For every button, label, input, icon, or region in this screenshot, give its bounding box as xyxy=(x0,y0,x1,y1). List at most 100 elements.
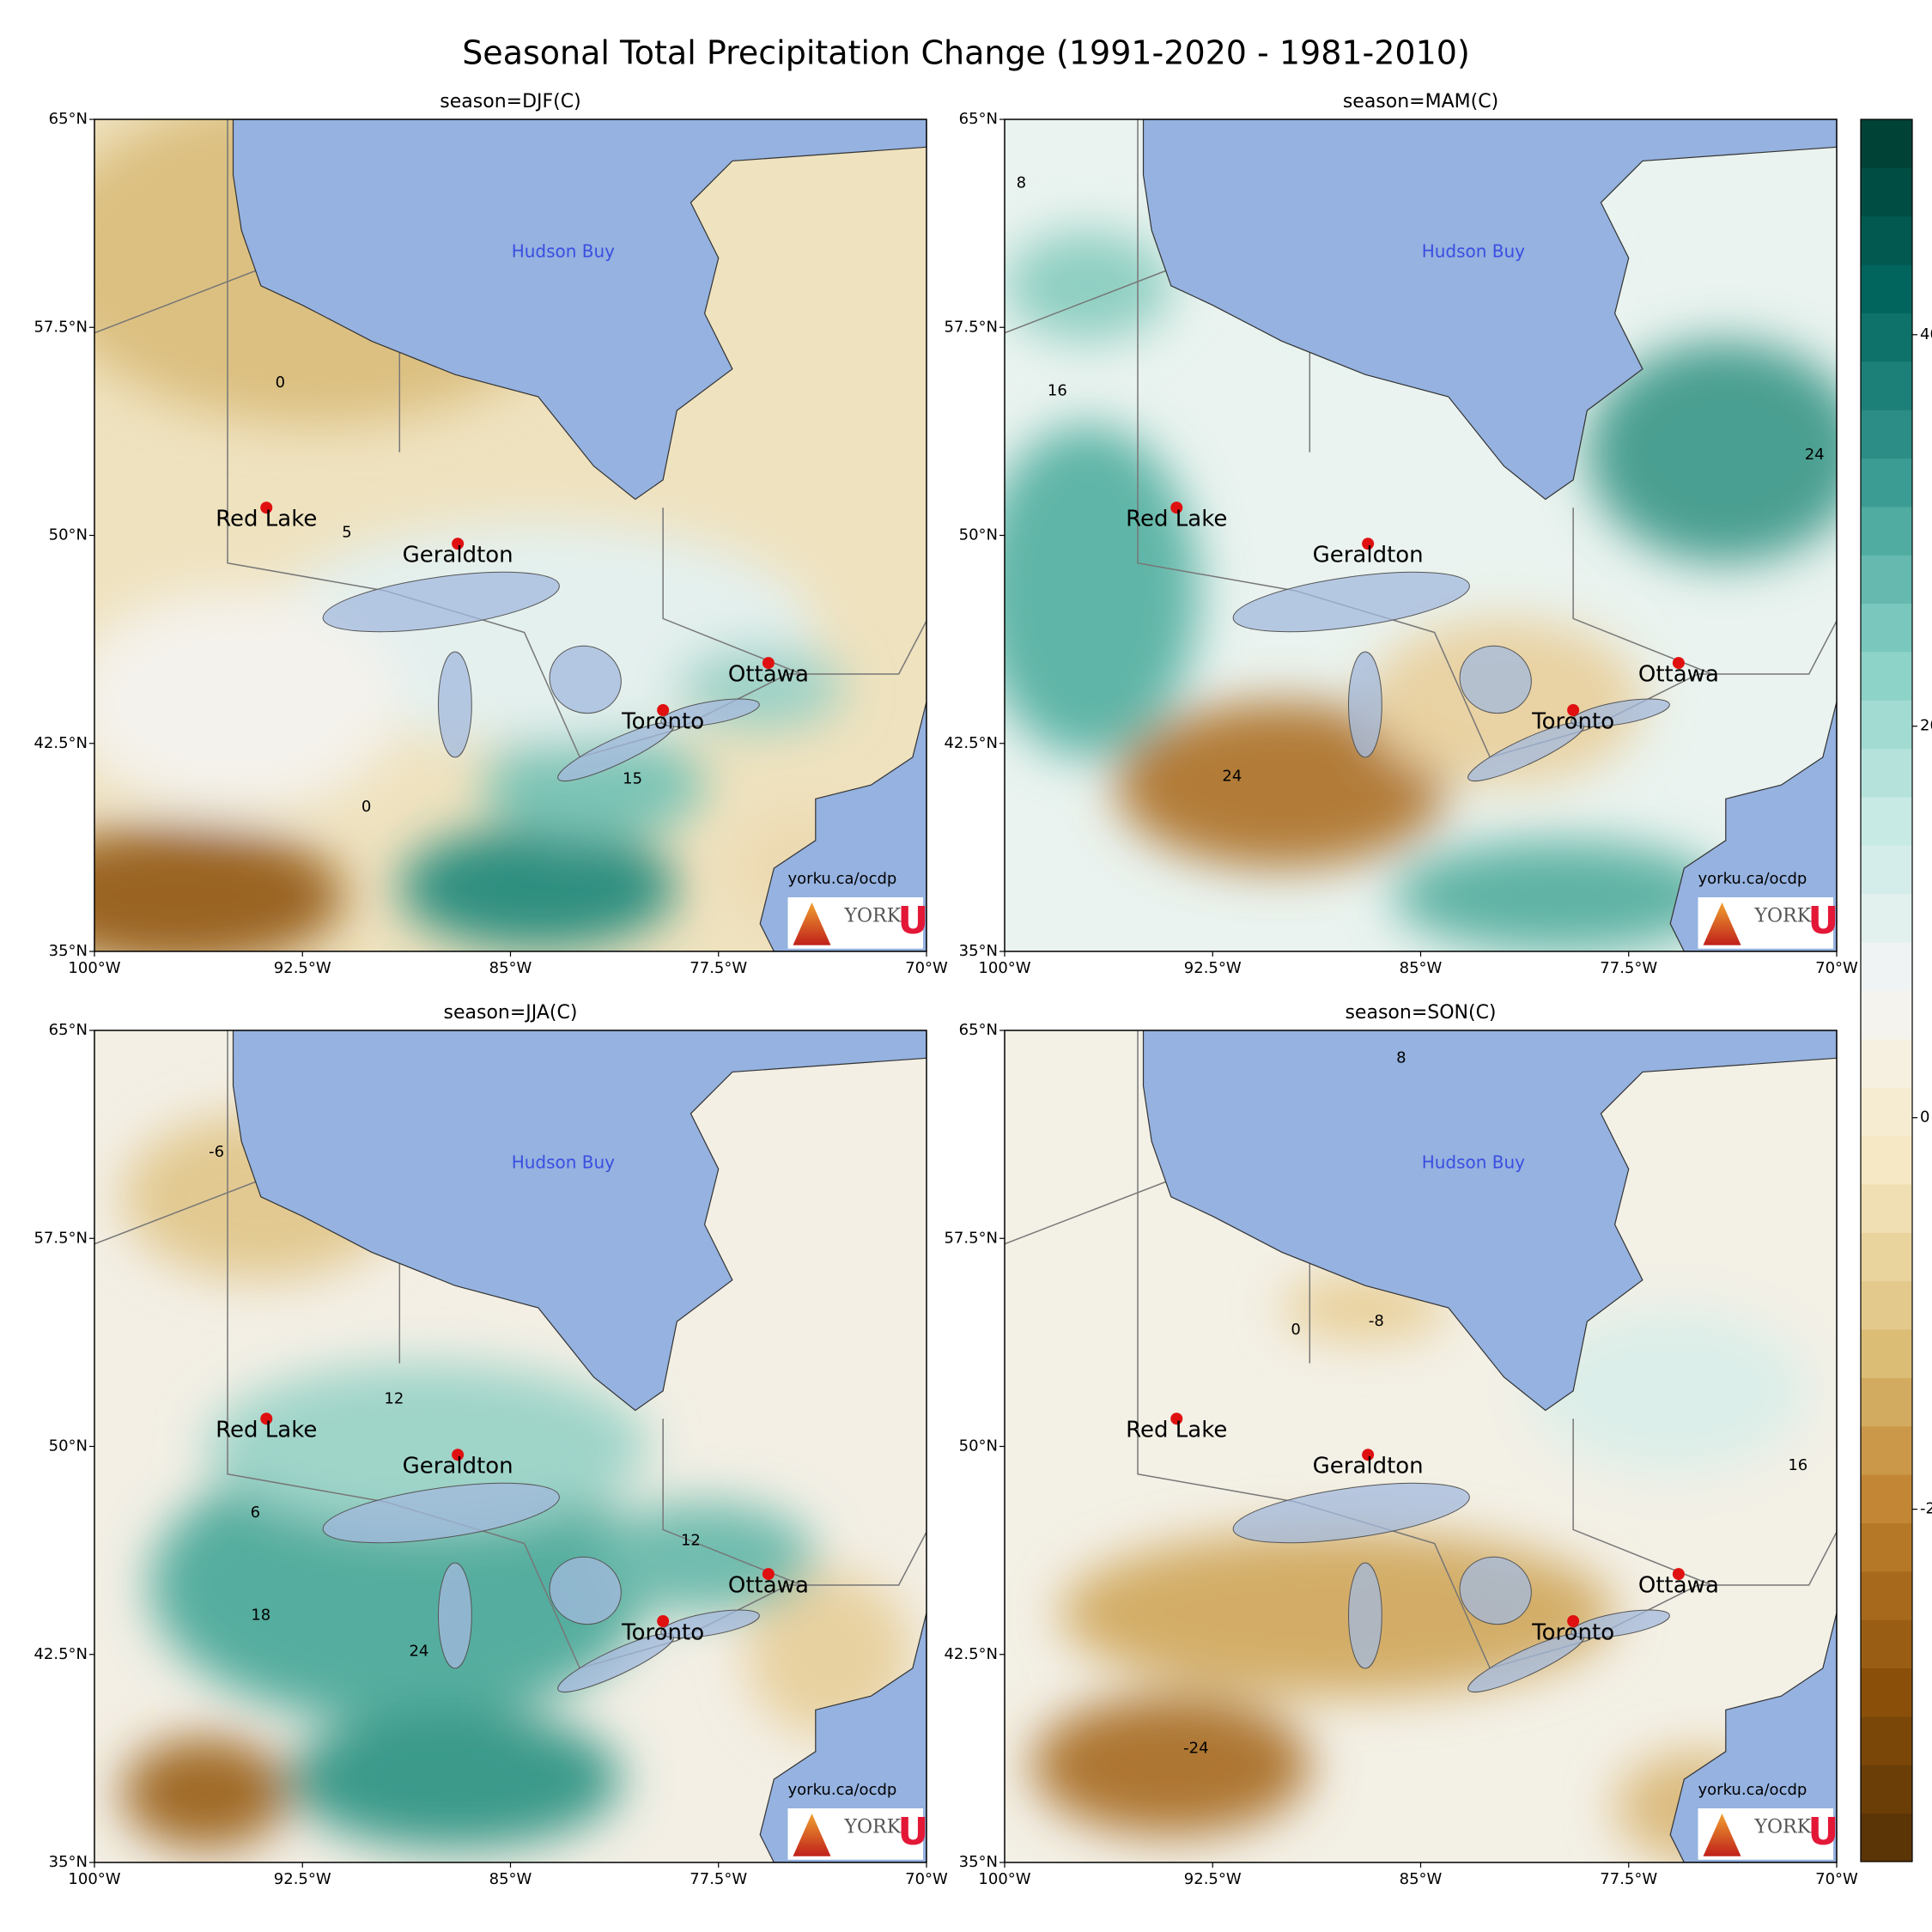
city-label: Geraldton xyxy=(403,1454,513,1479)
lake xyxy=(660,698,760,727)
city-marker xyxy=(657,1614,670,1627)
precip-region xyxy=(593,1502,816,1613)
colorbar-tick-label: 20 xyxy=(1920,717,1932,735)
atlantic xyxy=(759,702,927,951)
logo-triangle xyxy=(793,902,831,945)
contour-label: 18 xyxy=(251,1607,270,1625)
contour-label: -6 xyxy=(209,1143,224,1161)
city-label: Ottawa xyxy=(1638,1573,1719,1599)
border xyxy=(662,1419,802,1586)
hudson-bay xyxy=(1142,119,1837,501)
hudson-bay xyxy=(1142,1030,1837,1412)
map-panel: 8 16 24 24 Hudson Buy Red Lake Geraldton Ottawa… xyxy=(944,91,1858,977)
x-tick-label: 92.5°W xyxy=(1184,1870,1242,1888)
x-tick-label: 77.5°W xyxy=(690,1870,747,1888)
x-tick-label: 85°W xyxy=(1400,959,1443,977)
city-marker xyxy=(1362,538,1375,550)
atlantic xyxy=(759,1613,927,1862)
y-tick-label: 50°N xyxy=(959,526,998,544)
x-tick-label: 92.5°W xyxy=(274,959,331,977)
atlantic xyxy=(1669,1613,1837,1862)
x-tick-label: 85°W xyxy=(489,1870,532,1888)
city-label: Red Lake xyxy=(1126,507,1227,532)
x-tick-label: 92.5°W xyxy=(274,1870,331,1888)
y-tick-label: 50°N xyxy=(49,526,88,544)
x-tick-label: 100°W xyxy=(68,959,120,977)
precip-region xyxy=(1531,1308,1809,1474)
y-tick-label: 35°N xyxy=(959,1853,998,1871)
city-label: Toronto xyxy=(1531,708,1614,734)
city-label: Toronto xyxy=(1531,1619,1614,1645)
precip-region xyxy=(94,826,344,951)
contour-label: 16 xyxy=(1048,382,1067,400)
panel-title: season=SON(C) xyxy=(1345,1002,1496,1024)
colorbar-step xyxy=(1861,1813,1912,1862)
lake xyxy=(1459,645,1532,714)
map-area: -6 12 18 24 12 6 Hudson Buy Red Lake Geraldton Ot… xyxy=(94,1030,929,1862)
precip-region xyxy=(1005,230,1171,342)
colorbar-step xyxy=(1861,1716,1912,1765)
x-tick-label: 77.5°W xyxy=(690,959,747,977)
place-label: Hudson Buy xyxy=(1422,241,1525,262)
city-label: Geraldton xyxy=(1313,543,1424,568)
lake xyxy=(1348,651,1382,758)
y-tick-label: 50°N xyxy=(959,1437,998,1455)
x-tick-label: 100°W xyxy=(68,1870,120,1888)
city-marker xyxy=(452,538,465,550)
colorbar-tick-label: -20 xyxy=(1920,1500,1932,1518)
contour-label: 6 xyxy=(251,1504,260,1522)
logo-u: U xyxy=(1808,899,1839,943)
city-marker xyxy=(1672,1568,1685,1581)
border xyxy=(1572,1419,1712,1586)
y-tick-label: 35°N xyxy=(959,942,998,960)
city-label: Toronto xyxy=(621,708,704,734)
y-tick-label: 65°N xyxy=(959,110,998,128)
colorbar-step xyxy=(1861,748,1912,798)
lake xyxy=(322,1482,560,1544)
y-tick-label: 42.5°N xyxy=(33,734,88,752)
map-panel: 8 0 -8 16 -24 Hudson Buy Red Lake Geraldton Otta… xyxy=(944,1002,1858,1888)
colorbar-step xyxy=(1861,1668,1912,1717)
panel-title: season=MAM(C) xyxy=(1343,91,1498,112)
colorbar-step xyxy=(1861,1571,1912,1620)
precip-region xyxy=(1032,1696,1310,1835)
place-label: Hudson Buy xyxy=(512,1152,615,1173)
y-tick-label: 35°N xyxy=(49,942,88,960)
x-tick-label: 77.5°W xyxy=(1600,959,1657,977)
contour-label: 24 xyxy=(1222,768,1242,786)
y-tick-label: 65°N xyxy=(49,110,88,128)
colorbar-step xyxy=(1861,845,1912,895)
city-marker xyxy=(1170,1413,1183,1425)
x-tick-label: 77.5°W xyxy=(1600,1870,1657,1888)
colorbar-step xyxy=(1861,1135,1912,1185)
x-tick-label: 70°W xyxy=(1815,1870,1858,1888)
precip-region xyxy=(399,826,677,949)
city-marker xyxy=(762,1568,775,1581)
credit: yorku.ca/ocdp xyxy=(788,1781,897,1799)
precip-region xyxy=(1587,341,1837,563)
contour-label: 15 xyxy=(623,770,642,788)
border xyxy=(662,507,802,675)
colorbar-step xyxy=(1861,990,1912,1040)
colorbar-step xyxy=(1861,264,1912,313)
colorbar-step xyxy=(1861,1765,1912,1814)
colorbar-step xyxy=(1861,893,1912,943)
contour-label: 16 xyxy=(1788,1456,1807,1474)
place-label: Hudson Buy xyxy=(512,241,615,262)
y-tick-label: 50°N xyxy=(49,1437,88,1455)
contour-label: 24 xyxy=(409,1643,428,1661)
precip-region xyxy=(1393,840,1726,951)
lake xyxy=(1459,1556,1532,1625)
lake xyxy=(660,1609,760,1638)
colorbar-step xyxy=(1861,700,1912,750)
x-tick-label: 100°W xyxy=(978,959,1030,977)
colorbar-step xyxy=(1861,216,1912,265)
city-label: Red Lake xyxy=(216,507,317,532)
place-label: Hudson Buy xyxy=(1422,1152,1525,1173)
logo-u: U xyxy=(898,1810,929,1854)
colorbar: -20 0 20 40 xyxy=(1860,118,1932,1862)
colorbar-step xyxy=(1861,603,1912,653)
y-tick-label: 57.5°N xyxy=(944,1229,998,1247)
y-tick-label: 42.5°N xyxy=(944,1645,998,1663)
